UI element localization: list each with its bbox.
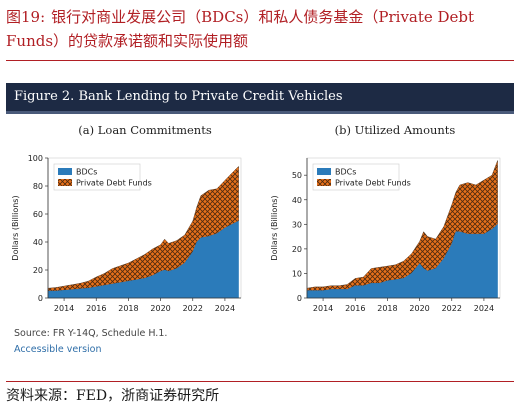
chart-1-y-tick-label: 40	[33, 238, 43, 247]
chart-2-y-tick-label: 0	[297, 294, 302, 303]
chart-1-legend-swatch-private-debt-funds	[58, 179, 72, 186]
chart-2-title: (b) Utilized Amounts	[335, 123, 456, 137]
chart-2-y-tick-label: 10	[292, 269, 302, 278]
chart-2-legend-label-bdcs: BDCs	[335, 168, 356, 177]
chart-2-legend-label-private-debt-funds: Private Debt Funds	[335, 179, 411, 188]
chart-1-y-tick-label: 100	[28, 154, 43, 163]
chart-1-y-tick-label: 60	[33, 210, 43, 219]
chart-1-y-tick-label: 0	[38, 294, 43, 303]
chart-2-x-tick-label: 2024	[474, 304, 494, 313]
chart-1-legend-label-private-debt-funds: Private Debt Funds	[76, 179, 152, 188]
caption-number: 图19:	[6, 8, 46, 26]
chart-1-legend-label-bdcs: BDCs	[76, 168, 97, 177]
chart-1-title: (a) Loan Commitments	[78, 123, 212, 137]
chart-2-legend-swatch-bdcs	[317, 168, 331, 175]
chart-2-x-tick-label: 2022	[442, 304, 462, 313]
figure-title-banner: Figure 2. Bank Lending to Private Credit…	[6, 83, 514, 111]
accessible-version-link[interactable]: Accessible version	[14, 344, 102, 355]
banner-accent-line	[6, 111, 514, 114]
source-note: Source: FR Y-14Q, Schedule H.1.	[14, 328, 168, 339]
chart-2-x-tick-label: 2014	[313, 304, 333, 313]
chart-1-legend-swatch-bdcs	[58, 168, 72, 175]
chart-2-y-tick-label: 20	[292, 245, 302, 254]
footer-rule	[6, 381, 514, 382]
chart-1-x-tick-label: 2014	[54, 304, 74, 313]
chart-1-y-axis-label: Dollars (Billions)	[11, 195, 20, 260]
chart-1-series-bdcs-area	[47, 220, 239, 299]
chart-1-x-tick-label: 2016	[86, 304, 106, 313]
data-source-footer: 资料来源：FED，浙商证券研究所	[6, 388, 220, 404]
caption-text: 银行对商业发展公司（BDCs）和私人债务基金（Private Debt Fund…	[6, 8, 475, 50]
chart-2-y-tick-label: 40	[292, 196, 302, 205]
figure-caption: 图19: 银行对商业发展公司（BDCs）和私人债务基金（Private Debt …	[6, 5, 514, 53]
chart-2-x-tick-label: 2018	[377, 304, 397, 313]
chart-2-y-tick-label: 50	[292, 171, 302, 180]
chart-2-y-axis-label: Dollars (Billions)	[270, 195, 279, 260]
caption-rule	[6, 60, 514, 61]
chart-2-series-bdcs-area	[306, 223, 498, 299]
chart-1-x-tick-label: 2024	[215, 304, 235, 313]
chart-1-y-tick-label: 80	[33, 182, 43, 191]
chart-2-legend-swatch-private-debt-funds	[317, 179, 331, 186]
chart-1-x-tick-label: 2018	[118, 304, 138, 313]
chart-2-y-tick-label: 30	[292, 220, 302, 229]
chart-2-x-tick-label: 2020	[409, 304, 429, 313]
chart-1-x-tick-label: 2020	[150, 304, 170, 313]
chart-1-y-tick-label: 20	[33, 266, 43, 275]
chart-2-x-tick-label: 2016	[345, 304, 365, 313]
chart-1-x-tick-label: 2022	[183, 304, 203, 313]
